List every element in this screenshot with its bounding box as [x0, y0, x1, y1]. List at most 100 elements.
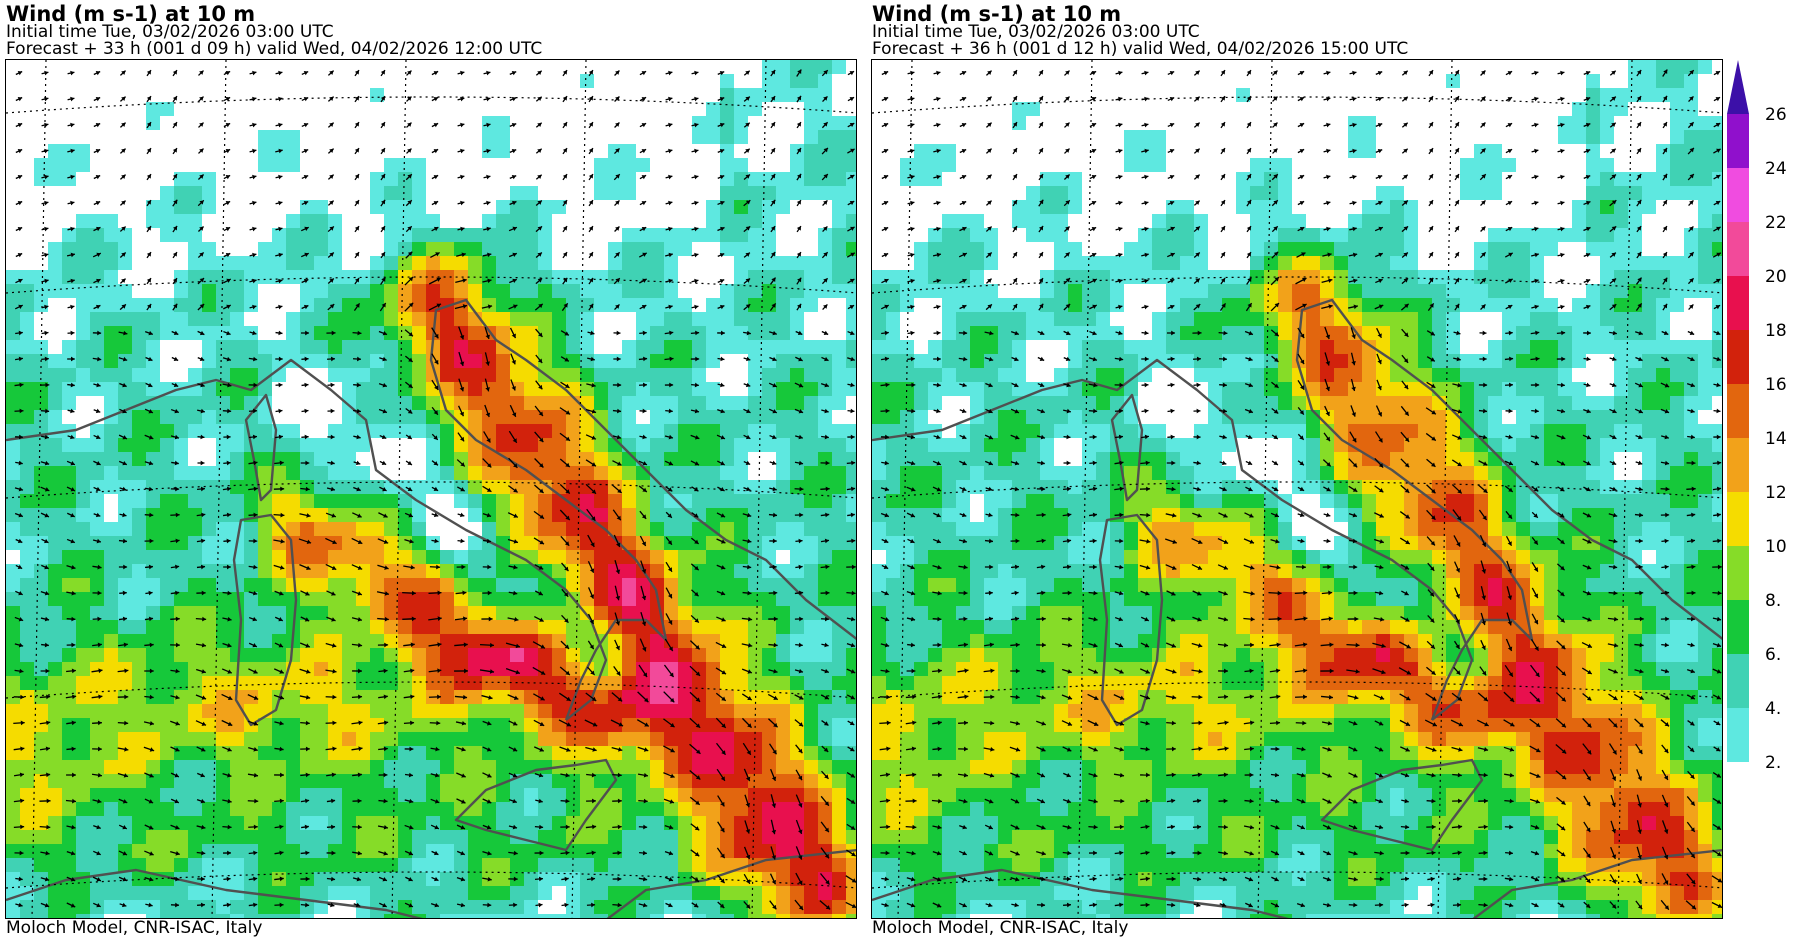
speed-cell	[846, 228, 856, 243]
wind-arrow-head	[719, 148, 725, 154]
wind-arrow-head	[175, 512, 180, 518]
speed-cell	[20, 396, 35, 411]
speed-cell	[776, 228, 791, 243]
speed-cell	[510, 144, 525, 159]
speed-cell	[160, 326, 175, 341]
speed-cell	[244, 354, 259, 369]
speed-cell	[566, 452, 581, 467]
speed-cell	[846, 312, 856, 327]
wind-arrow-head	[591, 382, 596, 388]
speed-cell	[818, 886, 833, 901]
speed-cell	[482, 368, 497, 383]
speed-cell	[202, 228, 217, 243]
speed-cell	[496, 298, 511, 313]
speed-cell	[692, 704, 707, 719]
wind-arrow-head	[770, 252, 776, 257]
speed-cell	[398, 550, 413, 565]
speed-cell	[790, 130, 805, 145]
speed-cell	[244, 550, 259, 565]
speed-cell	[454, 494, 469, 509]
speed-cell	[468, 536, 483, 551]
speed-cell	[706, 102, 721, 117]
wind-arrow-head	[380, 226, 385, 231]
wind-arrow-head	[694, 278, 699, 284]
speed-cell	[454, 760, 469, 775]
speed-cell	[720, 256, 735, 271]
speed-cell	[496, 186, 511, 201]
speed-cell	[622, 746, 637, 761]
speed-cell	[342, 760, 357, 775]
speed-cell	[132, 606, 147, 621]
wind-arrow-head	[641, 201, 647, 206]
speed-cell	[692, 74, 707, 89]
speed-cell	[216, 452, 231, 467]
speed-cell	[384, 732, 399, 747]
speed-cell	[510, 578, 525, 593]
wind-arrow-head	[44, 434, 49, 440]
speed-cell	[314, 522, 329, 537]
speed-cell	[174, 760, 189, 775]
speed-cell	[566, 662, 581, 677]
speed-cell	[20, 368, 35, 383]
speed-cell	[286, 466, 301, 481]
speed-cell	[748, 522, 763, 537]
speed-cell	[706, 690, 721, 705]
speed-cell	[678, 438, 693, 453]
speed-cell	[258, 424, 273, 439]
wind-arrow-head	[616, 515, 621, 521]
speed-cell	[832, 74, 847, 89]
speed-cell	[510, 158, 525, 173]
speed-cell	[790, 186, 805, 201]
speed-cell	[174, 844, 189, 859]
speed-cell	[328, 550, 343, 565]
speed-cell	[118, 172, 133, 187]
speed-cell	[62, 830, 77, 845]
speed-cell	[580, 130, 595, 145]
speed-cell	[370, 354, 385, 369]
wind-arrow-head	[44, 226, 49, 232]
speed-cell	[790, 648, 805, 663]
speed-cell	[734, 550, 749, 565]
wind-arrow-head	[591, 435, 596, 440]
speed-cell	[384, 228, 399, 243]
speed-cell	[104, 340, 119, 355]
speed-cell	[328, 172, 343, 187]
speed-cell	[818, 74, 833, 89]
speed-cell	[342, 284, 357, 299]
speed-cell	[384, 522, 399, 537]
speed-cell	[832, 270, 847, 285]
speed-cell	[776, 816, 791, 831]
speed-cell	[664, 690, 679, 705]
speed-cell	[62, 368, 77, 383]
speed-cell	[244, 298, 259, 313]
speed-cell	[6, 60, 21, 75]
speed-cell	[692, 732, 707, 747]
speed-cell	[356, 718, 371, 733]
wind-arrow-head	[588, 252, 593, 257]
wind-arrow-head	[17, 97, 23, 102]
wind-arrow-head	[433, 149, 439, 154]
speed-cell	[34, 704, 49, 719]
speed-cell	[580, 858, 595, 873]
speed-cell	[706, 774, 721, 789]
speed-cell	[552, 774, 567, 789]
speed-cell	[230, 172, 245, 187]
speed-cell	[594, 186, 609, 201]
speed-cell	[90, 788, 105, 803]
speed-cell	[76, 550, 91, 565]
wind-arrow-head	[486, 70, 491, 76]
wind-arrow-head	[513, 488, 518, 493]
wind-arrow-head	[225, 201, 231, 206]
speed-cell	[594, 88, 609, 103]
speed-cell	[20, 578, 35, 593]
speed-cell	[594, 410, 609, 425]
speed-cell	[104, 578, 119, 593]
speed-cell	[412, 312, 427, 327]
speed-cell	[510, 88, 525, 103]
wind-arrow-head	[615, 278, 620, 283]
speed-cell	[160, 550, 175, 565]
speed-cell	[118, 760, 133, 775]
speed-cell	[636, 550, 651, 565]
speed-cell	[832, 802, 847, 817]
speed-cell	[258, 802, 273, 817]
